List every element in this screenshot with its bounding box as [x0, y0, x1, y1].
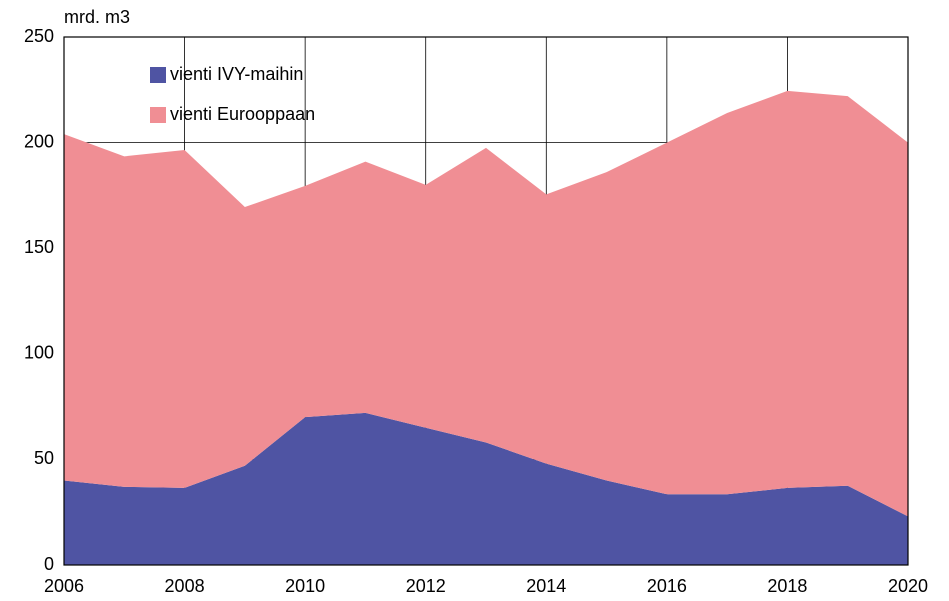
area	[64, 412, 908, 565]
x-tick-label: 2012	[406, 576, 446, 596]
x-tick-label: 2020	[888, 576, 928, 596]
x-tick-label: 2010	[285, 576, 325, 596]
plot-frame	[63, 36, 909, 566]
legend-swatch	[150, 107, 166, 123]
legend-label: vienti Eurooppaan	[170, 104, 315, 124]
y-tick-label: 200	[24, 131, 54, 151]
x-tick-label: 2016	[647, 576, 687, 596]
y-tick-label: 0	[44, 554, 54, 574]
y-tick-label: 100	[24, 343, 54, 363]
y-tick-label: 150	[24, 237, 54, 257]
x-tick-label: 2014	[526, 576, 566, 596]
x-tick-label: 2006	[44, 576, 84, 596]
legend-label: vienti IVY-maihin	[170, 64, 303, 84]
area	[64, 90, 908, 517]
y-tick-label: 250	[24, 26, 54, 46]
y-axis-label: mrd. m3	[64, 7, 130, 27]
legend-swatch	[150, 67, 166, 83]
x-tick-label: 2008	[165, 576, 205, 596]
x-tick-label: 2018	[767, 576, 807, 596]
y-tick-label: 50	[34, 448, 54, 468]
